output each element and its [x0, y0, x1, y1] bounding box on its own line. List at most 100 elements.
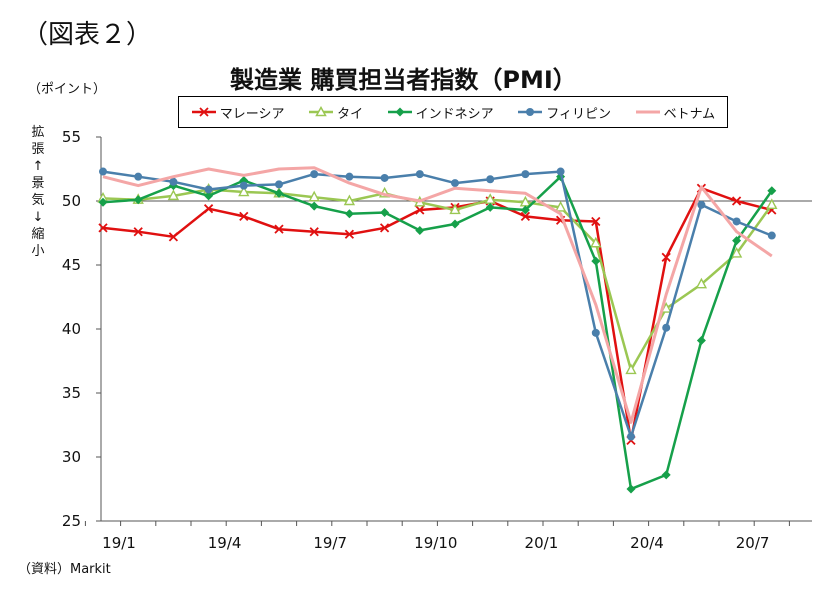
data-point — [695, 277, 708, 289]
data-point — [380, 173, 389, 182]
data-point — [625, 363, 637, 375]
data-point — [730, 246, 743, 258]
data-point — [344, 209, 354, 219]
data-point — [274, 224, 284, 234]
y-tick-label: 25 — [62, 512, 81, 530]
data-point — [345, 172, 354, 181]
legend-swatch-indonesia — [387, 107, 412, 117]
data-point — [239, 181, 248, 190]
legend-item-indonesia: インドネシア — [387, 103, 494, 122]
legend-label-thailand: タイ — [337, 106, 364, 122]
figure-label: （図表２） — [22, 20, 153, 50]
data-point — [556, 167, 565, 176]
data-point — [591, 216, 601, 227]
source-note: （資料）Markit — [18, 562, 111, 577]
data-point — [520, 205, 530, 215]
x-tick-label: 20/1 — [525, 534, 559, 552]
x-tick-label: 19/4 — [208, 534, 242, 552]
chart-title: 製造業 購買担当者指数（PMI） — [230, 66, 577, 94]
y-annotation-char: ↓ — [32, 210, 44, 225]
y-axis-annotation: 拡 張 ↑ 景 気 ↓ 縮 小 — [30, 124, 46, 260]
data-point — [275, 180, 283, 189]
data-point — [662, 323, 671, 332]
data-point — [98, 197, 108, 207]
data-point — [521, 170, 530, 179]
data-point — [274, 188, 284, 198]
y-annotation-char: ↑ — [32, 159, 44, 174]
data-point — [661, 252, 671, 262]
data-point — [167, 189, 180, 201]
data-point — [308, 190, 320, 202]
data-point — [344, 229, 355, 239]
data-point — [99, 167, 107, 176]
data-point — [238, 185, 250, 197]
data-point — [732, 217, 741, 226]
y-annotation-char: 縮 — [31, 227, 45, 242]
y-tick-label: 35 — [62, 384, 81, 402]
y-tick-label: 55 — [62, 128, 81, 146]
y-tick-label: 40 — [62, 320, 81, 338]
data-point — [451, 179, 459, 188]
data-point — [415, 170, 424, 179]
series-line-4 — [102, 166, 773, 424]
data-point — [204, 185, 213, 194]
data-point — [239, 211, 249, 221]
legend-item-malaysia: マレーシア — [191, 103, 285, 122]
x-tick-label: 20/7 — [736, 534, 770, 552]
legend-item-vietnam: ベトナム — [635, 103, 716, 122]
y-tick-label: 30 — [62, 448, 81, 466]
y-annotation-char: 小 — [31, 244, 45, 259]
data-point — [767, 186, 777, 196]
data-point — [731, 196, 742, 206]
data-point — [168, 232, 179, 242]
data-point — [766, 198, 778, 210]
y-tick-label: 45 — [62, 256, 81, 274]
x-tick-label: 20/4 — [630, 534, 664, 552]
data-point — [485, 202, 495, 212]
data-point — [696, 336, 706, 346]
data-point — [627, 432, 635, 441]
data-point — [379, 223, 390, 233]
legend-swatch-malaysia — [191, 107, 216, 117]
legend-swatch-vietnam — [635, 110, 660, 114]
data-point — [343, 194, 356, 206]
data-point — [661, 470, 671, 480]
legend-swatch-philippines — [518, 108, 543, 116]
chart-legend: マレーシア タイ インドネシア フィリピン ベトナム — [178, 96, 728, 128]
x-tick-label: 19/1 — [102, 534, 136, 552]
x-tick-label: 19/7 — [313, 534, 347, 552]
legend-label-vietnam: ベトナム — [663, 106, 716, 122]
data-point — [486, 175, 495, 184]
data-point — [697, 200, 706, 209]
data-point — [309, 227, 319, 237]
legend-label-indonesia: インドネシア — [415, 106, 494, 122]
data-point — [203, 204, 214, 214]
y-annotation-char: 拡 — [31, 125, 45, 140]
legend-label-philippines: フィリピン — [546, 106, 611, 122]
y-annotation-char: 張 — [31, 142, 45, 157]
data-point — [591, 256, 601, 266]
data-point — [133, 195, 143, 205]
data-point — [98, 223, 108, 233]
data-point — [134, 172, 143, 181]
series-line-3 — [102, 170, 773, 438]
data-point — [133, 227, 143, 237]
legend-label-malaysia: マレーシア — [219, 106, 285, 122]
data-point — [169, 177, 178, 186]
data-point — [415, 205, 425, 215]
legend-swatch-thailand — [309, 106, 334, 117]
legend-item-philippines: フィリピン — [517, 103, 611, 122]
unit-label: （ポイント） — [28, 82, 107, 97]
data-point — [380, 208, 390, 218]
data-point — [591, 328, 600, 337]
data-point — [590, 236, 602, 248]
data-point — [310, 170, 319, 179]
data-point — [554, 200, 567, 212]
series-line-2 — [102, 175, 773, 491]
data-point — [626, 484, 636, 494]
series-line-0 — [102, 186, 773, 442]
legend-item-thailand: タイ — [308, 103, 363, 122]
data-point — [415, 225, 425, 235]
data-point — [767, 231, 776, 240]
